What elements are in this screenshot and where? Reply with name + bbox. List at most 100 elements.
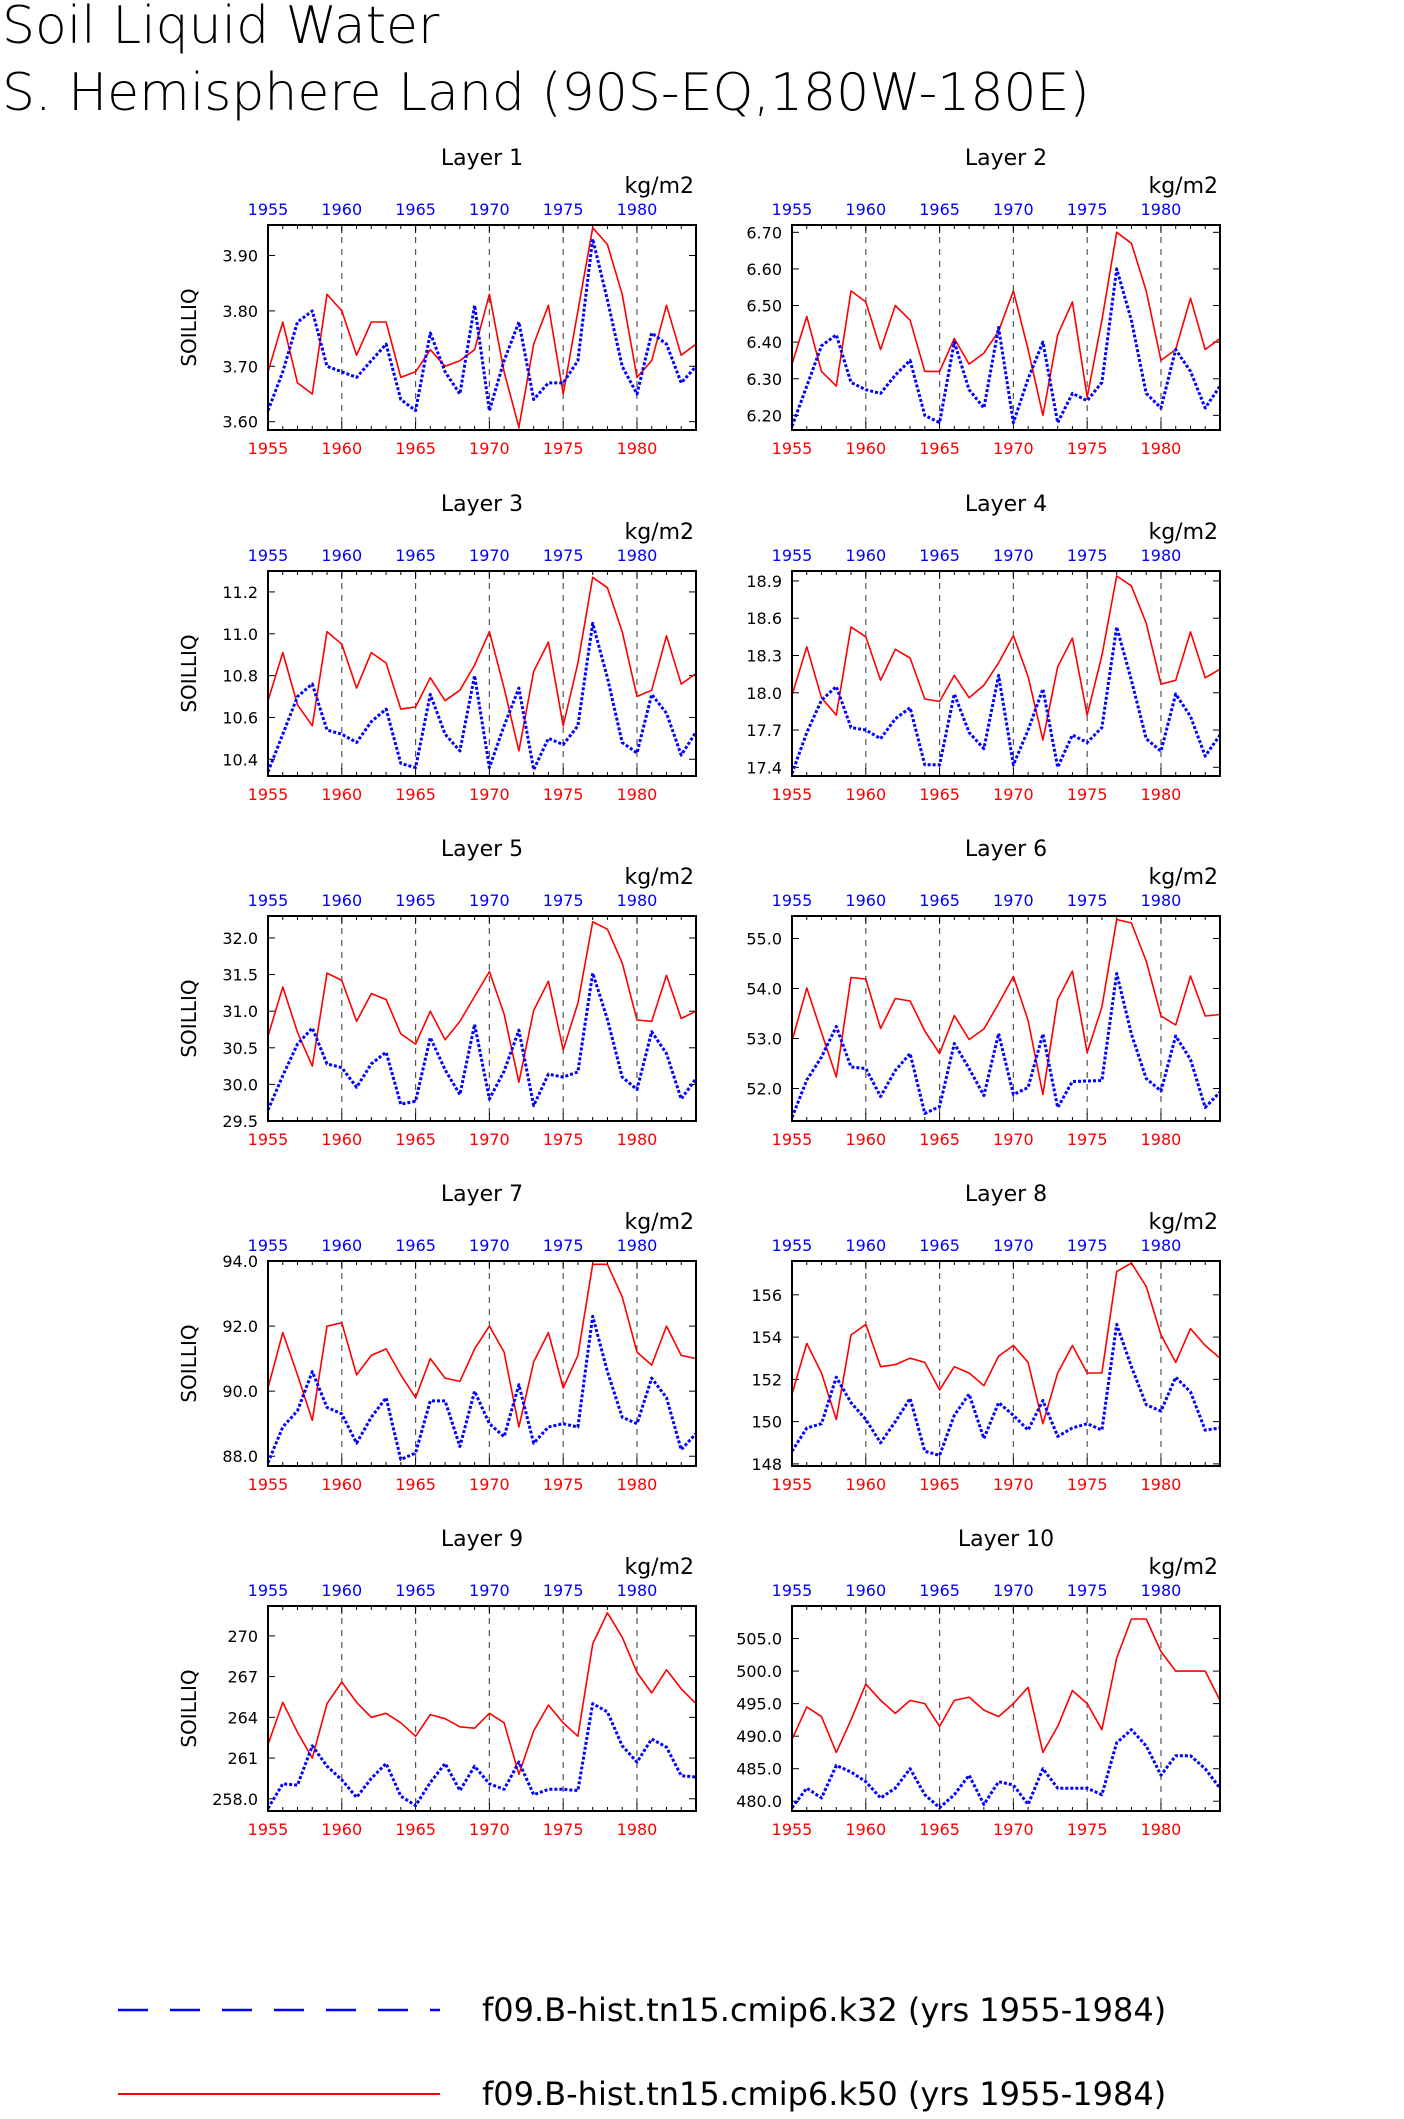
x-tick-label-bottom: 1965 [919,1130,960,1149]
x-tick-label-bottom: 1960 [321,1475,362,1494]
y-tick-label: 54.0 [746,980,782,999]
x-tick-label-top: 1960 [321,891,362,910]
x-tick-label-bottom: 1970 [993,785,1034,804]
plot-frame [791,915,1221,1122]
chart-panels: Layer 1 kg/m2 SOILLIQ 1955 1955 1960 1960 1965 1… [177,146,1222,1839]
x-tick-label-top: 1955 [248,200,289,219]
x-tick-label-bottom: 1955 [772,439,813,458]
y-tick-label: 3.70 [222,357,258,376]
x-tick-label-top: 1975 [1067,200,1108,219]
x-tick-label-top: 1970 [469,1236,510,1255]
chart-panel-8: Layer 8 kg/m2 1955 1955 1960 1960 1965 1965 1970… [751,1182,1221,1494]
y-tick-label: 18.3 [746,646,782,665]
x-tick-label-bottom: 1960 [845,1475,886,1494]
y-tick-label: 270 [227,1627,258,1646]
x-tick-label-bottom: 1975 [1067,1130,1108,1149]
x-tick-label-top: 1960 [845,891,886,910]
legend-label-k32: f09.B-hist.tn15.cmip6.k32 (yrs 1955-1984… [482,1991,1166,2029]
plot-frame [791,570,1221,777]
y-tick-label: 3.60 [222,413,258,432]
units-label: kg/m2 [1148,1555,1218,1580]
x-tick-label-top: 1970 [469,891,510,910]
plot-frame [267,224,697,431]
units-label: kg/m2 [1148,865,1218,890]
y-tick-label: 3.90 [222,246,258,265]
series-line-k32 [790,972,1222,1119]
chart-panel-10: Layer 10 kg/m2 1955 1955 1960 1960 1965 1965 197… [736,1527,1222,1839]
y-tick-label: 152 [751,1370,782,1389]
plot-frame [267,1260,697,1467]
y-tick-label: 261 [227,1749,258,1768]
x-tick-label-bottom: 1980 [617,1475,658,1494]
x-tick-label-bottom: 1980 [1141,785,1182,804]
x-tick-label-bottom: 1955 [248,785,289,804]
x-tick-label-top: 1955 [248,1236,289,1255]
x-tick-label-bottom: 1965 [395,1820,436,1839]
x-tick-label-bottom: 1980 [617,785,658,804]
x-tick-label-top: 1980 [617,1581,658,1600]
x-tick-label-top: 1980 [1141,546,1182,565]
series-line-k50 [791,918,1221,1096]
x-tick-label-bottom: 1970 [993,1820,1034,1839]
x-tick-label-top: 1955 [772,200,813,219]
plot-frame [267,570,697,777]
x-tick-label-bottom: 1955 [248,439,289,458]
y-tick-label: 11.0 [222,625,258,644]
x-tick-label-bottom: 1965 [395,1475,436,1494]
x-tick-label-bottom: 1960 [845,1130,886,1149]
x-tick-label-top: 1980 [1141,891,1182,910]
panel-title: Layer 2 [965,146,1047,171]
series-line-k32 [790,1322,1221,1457]
y-axis-label: SOILLIQ [177,1669,201,1747]
x-tick-label-top: 1975 [543,891,584,910]
x-tick-label-top: 1975 [543,1581,584,1600]
x-tick-label-bottom: 1960 [321,1820,362,1839]
x-tick-label-bottom: 1965 [919,1475,960,1494]
y-tick-label: 94.0 [222,1252,258,1271]
x-tick-label-bottom: 1955 [772,1475,813,1494]
x-tick-label-top: 1975 [1067,891,1108,910]
x-tick-label-top: 1960 [321,546,362,565]
x-tick-label-bottom: 1970 [993,439,1034,458]
chart-panel-3: Layer 3 kg/m2 SOILLIQ 1955 1955 1960 1960 1965 1… [177,492,698,804]
y-tick-label: 30.5 [222,1039,258,1058]
x-tick-label-top: 1955 [248,546,289,565]
series-line-k32 [266,1314,698,1464]
x-tick-label-top: 1965 [395,200,436,219]
x-tick-label-bottom: 1980 [617,1130,658,1149]
y-tick-label: 52.0 [746,1080,782,1099]
chart-panel-5: Layer 5 kg/m2 SOILLIQ 1955 1955 1960 1960 1965 1… [177,837,698,1149]
units-label: kg/m2 [624,520,694,545]
x-tick-label-bottom: 1980 [617,1820,658,1839]
y-tick-label: 92.0 [222,1317,258,1336]
x-tick-label-bottom: 1975 [1067,439,1108,458]
x-tick-label-bottom: 1960 [845,439,886,458]
units-label: kg/m2 [624,865,694,890]
y-tick-label: 480.0 [736,1792,782,1811]
y-tick-label: 17.7 [746,721,782,740]
x-tick-label-bottom: 1965 [919,439,960,458]
plot-frame [791,1260,1221,1467]
panel-title: Layer 8 [965,1182,1047,1207]
x-tick-label-bottom: 1955 [248,1820,289,1839]
x-tick-label-bottom: 1975 [1067,1475,1108,1494]
x-tick-label-top: 1955 [248,891,289,910]
x-tick-label-bottom: 1965 [395,1130,436,1149]
panel-title: Layer 9 [441,1527,523,1552]
x-tick-label-bottom: 1955 [248,1475,289,1494]
figure-title-line2: S. Hemisphere Land (90S-EQ,180W-180E) [2,63,1090,123]
x-tick-label-top: 1965 [919,1236,960,1255]
x-tick-label-bottom: 1960 [845,1820,886,1839]
y-tick-label: 30.0 [222,1075,258,1094]
x-tick-label-top: 1965 [919,200,960,219]
x-tick-label-top: 1965 [919,891,960,910]
x-tick-label-bottom: 1975 [543,785,584,804]
panel-title: Layer 7 [441,1182,523,1207]
x-tick-label-top: 1960 [845,1581,886,1600]
y-tick-label: 485.0 [736,1760,782,1779]
units-label: kg/m2 [1148,520,1218,545]
x-tick-label-bottom: 1970 [469,1130,510,1149]
x-tick-label-top: 1970 [469,1581,510,1600]
x-tick-label-bottom: 1970 [993,1130,1034,1149]
